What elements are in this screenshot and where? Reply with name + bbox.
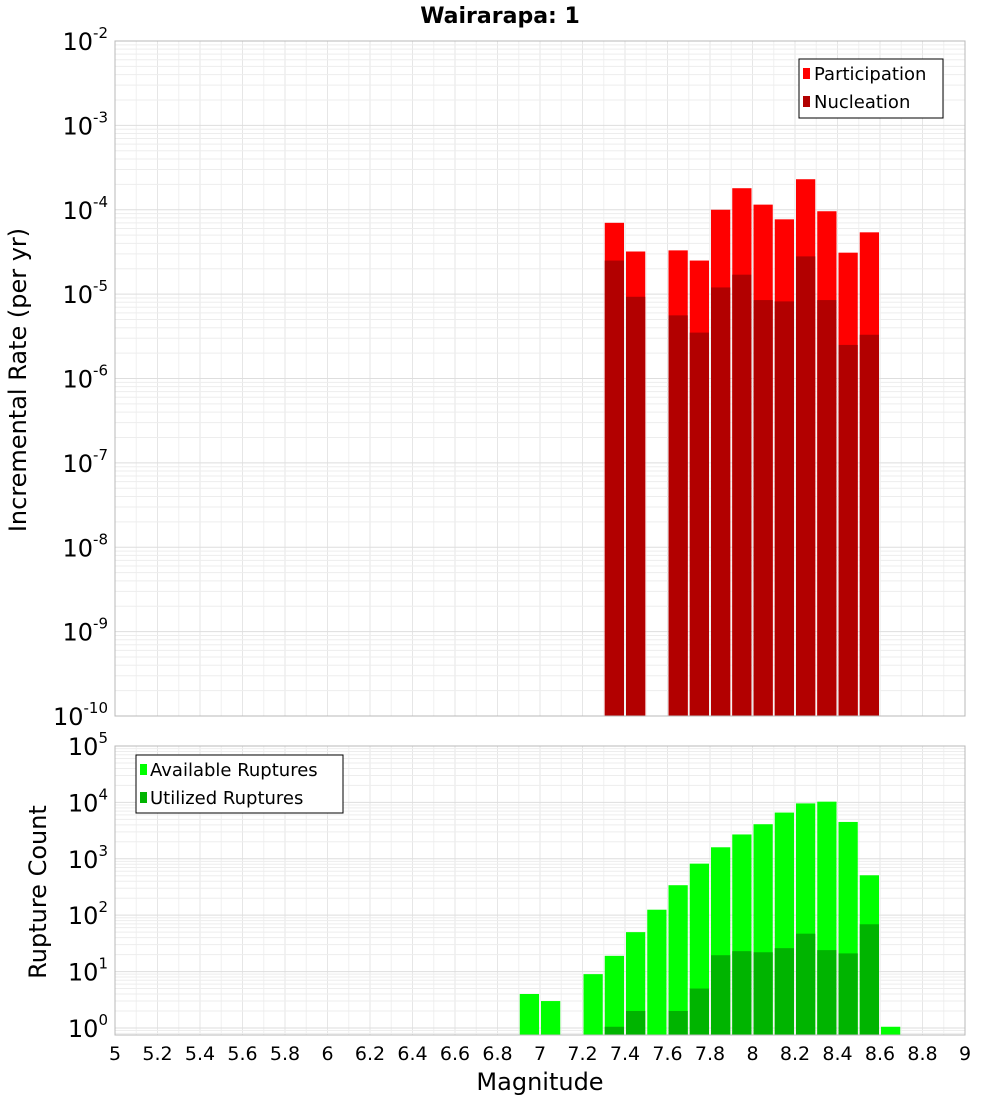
x-tick-label: 8.8	[907, 1043, 937, 1065]
rate-bar-nucleation	[668, 315, 688, 716]
count-bar-utilized-ruptures	[796, 933, 816, 1035]
count-gridlines	[114, 745, 966, 1035]
x-tick-label: 6	[321, 1043, 333, 1065]
count-bars	[519, 801, 901, 1035]
rate-y-tick-label: 10-2	[62, 24, 108, 56]
count-bar-available-ruptures	[647, 909, 667, 1035]
x-tick-label: 5.6	[227, 1043, 257, 1065]
count-bar-utilized-ruptures	[838, 953, 858, 1035]
count-y-tick-label: 104	[68, 785, 108, 817]
rate-y-tick-label: 10-3	[62, 108, 108, 140]
x-tick-label: 6.4	[397, 1043, 427, 1065]
count-bar-utilized-ruptures	[859, 924, 879, 1035]
rate-y-tick-label: 10-6	[62, 362, 108, 394]
x-tick-label: 8.4	[822, 1043, 852, 1065]
legend-label-nucleation: Nucleation	[814, 92, 910, 113]
rate-bar-nucleation	[711, 287, 731, 716]
rate-y-tick-label: 10-4	[62, 193, 108, 225]
rate-y-tick-label: 10-7	[62, 446, 108, 478]
rate-y-tick-label: 10-5	[62, 277, 108, 309]
rate-y-axis-label: Incremental Rate (per yr)	[4, 228, 32, 532]
chart-title: Wairarapa: 1	[420, 4, 580, 29]
count-bar-utilized-ruptures	[668, 1010, 688, 1035]
rate-legend-box	[798, 58, 944, 119]
rate-bar-nucleation	[838, 344, 858, 716]
x-tick-label: 8.2	[780, 1043, 810, 1065]
rate-bars	[604, 179, 879, 717]
count-y-ticks: 100 101 102 103 104 105	[68, 729, 108, 1043]
count-bar-utilized-ruptures	[689, 988, 709, 1035]
legend-swatch-available	[140, 764, 147, 775]
count-legend-box	[135, 754, 344, 814]
count-bar-available-ruptures	[881, 1026, 901, 1035]
x-axis-label: Magnitude	[476, 1068, 603, 1096]
count-bar-utilized-ruptures	[817, 950, 837, 1035]
x-tick-label: 7.2	[567, 1043, 597, 1065]
rate-legend: Participation Nucleation	[798, 58, 944, 119]
legend-swatch-participation	[803, 68, 810, 79]
x-tick-label: 6.8	[482, 1043, 512, 1065]
count-legend: Available Ruptures Utilized Ruptures	[135, 754, 344, 814]
x-tick-label: 6.6	[440, 1043, 470, 1065]
x-tick-label: 6.2	[355, 1043, 385, 1065]
count-y-tick-label: 100	[68, 1011, 108, 1043]
count-y-tick-label: 102	[68, 898, 108, 930]
x-tick-label: 5.4	[185, 1043, 215, 1065]
count-bar-utilized-ruptures	[626, 1010, 646, 1035]
rate-y-tick-label: 10-8	[62, 530, 108, 562]
rate-bar-nucleation	[796, 256, 816, 716]
rate-panel: 10-10 10-9 10-8 10-7 10-6 10-5 10-4 10-3 10-2 In…	[4, 24, 966, 731]
count-bar-utilized-ruptures	[732, 951, 752, 1035]
count-bar-utilized-ruptures	[604, 1026, 624, 1035]
rate-bar-nucleation	[817, 300, 837, 716]
rate-bar-nucleation	[604, 260, 624, 716]
x-tick-label: 8.6	[865, 1043, 895, 1065]
count-bar-available-ruptures	[583, 974, 603, 1035]
count-y-tick-label: 101	[68, 955, 108, 987]
count-bar-utilized-ruptures	[711, 955, 731, 1035]
count-bar-available-ruptures	[604, 955, 624, 1035]
x-tick-label: 5	[109, 1043, 121, 1065]
rate-y-tick-label: 10-10	[53, 699, 108, 731]
x-tick-label: 7.8	[695, 1043, 725, 1065]
rate-bar-nucleation	[774, 301, 794, 716]
count-y-tick-label: 103	[68, 842, 108, 874]
x-tick-label: 7.6	[652, 1043, 682, 1065]
legend-label-utilized: Utilized Ruptures	[150, 788, 303, 809]
count-panel: 100 101 102 103 104 105 5 5.2 5.4 5.6 5.8 6 6.2 6.4 6…	[24, 729, 971, 1096]
count-y-axis-label: Rupture Count	[24, 805, 52, 979]
count-bar-utilized-ruptures	[753, 952, 773, 1035]
rate-bar-nucleation	[626, 296, 646, 716]
rate-bar-nucleation	[732, 274, 752, 716]
rate-bar-nucleation	[859, 334, 879, 716]
x-tick-label: 9	[959, 1043, 971, 1065]
count-bar-utilized-ruptures	[774, 948, 794, 1035]
count-bar-available-ruptures	[519, 994, 539, 1035]
x-tick-label: 7	[534, 1043, 546, 1065]
legend-swatch-utilized	[140, 792, 147, 803]
rate-plot-border	[114, 40, 966, 717]
count-bar-available-ruptures	[541, 1001, 561, 1035]
legend-swatch-nucleation	[803, 96, 810, 107]
legend-label-participation: Participation	[814, 64, 926, 85]
rate-bar-nucleation	[689, 332, 709, 716]
x-tick-label: 7.4	[610, 1043, 640, 1065]
x-tick-label: 5.8	[270, 1043, 300, 1065]
rate-gridlines	[114, 40, 966, 717]
x-tick-label: 5.2	[142, 1043, 172, 1065]
legend-label-available: Available Ruptures	[150, 760, 318, 781]
rate-bar-nucleation	[753, 300, 773, 716]
count-y-tick-label: 105	[68, 729, 108, 761]
count-plot-border	[114, 745, 966, 1036]
count-bar-available-ruptures	[668, 885, 688, 1035]
count-x-ticks: 5 5.2 5.4 5.6 5.8 6 6.2 6.4 6.6 6.8 7 7.2 7.4 7.6 7.8 8…	[109, 1043, 971, 1065]
rate-y-ticks: 10-10 10-9 10-8 10-7 10-6 10-5 10-4 10-3 10-2	[53, 24, 108, 731]
rate-y-tick-label: 10-9	[62, 615, 108, 647]
x-tick-label: 8	[746, 1043, 758, 1065]
count-bar-available-ruptures	[626, 932, 646, 1035]
